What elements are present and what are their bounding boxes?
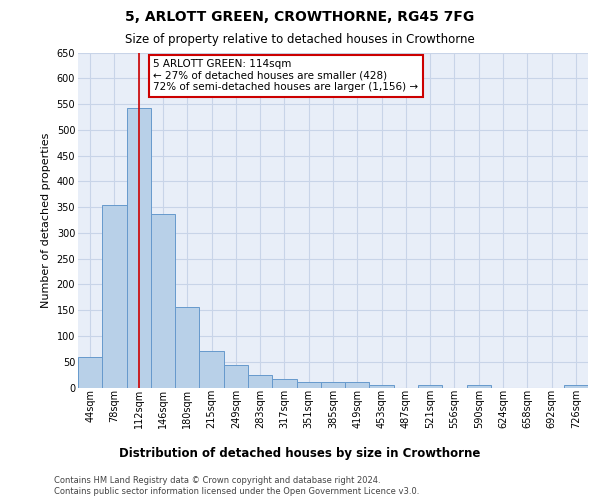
Bar: [321, 382, 345, 388]
Bar: [370, 385, 394, 388]
Text: 5 ARLOTT GREEN: 114sqm
← 27% of detached houses are smaller (428)
72% of semi-de: 5 ARLOTT GREEN: 114sqm ← 27% of detached…: [153, 59, 418, 92]
Bar: [199, 352, 224, 388]
Bar: [224, 366, 248, 388]
Text: 5, ARLOTT GREEN, CROWTHORNE, RG45 7FG: 5, ARLOTT GREEN, CROWTHORNE, RG45 7FG: [125, 10, 475, 24]
Y-axis label: Number of detached properties: Number of detached properties: [41, 132, 51, 308]
Bar: [345, 382, 370, 388]
Bar: [296, 382, 321, 388]
Bar: [272, 378, 296, 388]
Bar: [248, 374, 272, 388]
Bar: [102, 204, 127, 388]
Bar: [78, 356, 102, 388]
Text: Distribution of detached houses by size in Crowthorne: Distribution of detached houses by size …: [119, 448, 481, 460]
Bar: [564, 385, 588, 388]
Bar: [418, 385, 442, 388]
Bar: [175, 306, 199, 388]
Bar: [127, 108, 151, 388]
Text: Contains HM Land Registry data © Crown copyright and database right 2024.: Contains HM Land Registry data © Crown c…: [54, 476, 380, 485]
Text: Size of property relative to detached houses in Crowthorne: Size of property relative to detached ho…: [125, 32, 475, 46]
Bar: [467, 385, 491, 388]
Bar: [151, 214, 175, 388]
Text: Contains public sector information licensed under the Open Government Licence v3: Contains public sector information licen…: [54, 488, 419, 496]
